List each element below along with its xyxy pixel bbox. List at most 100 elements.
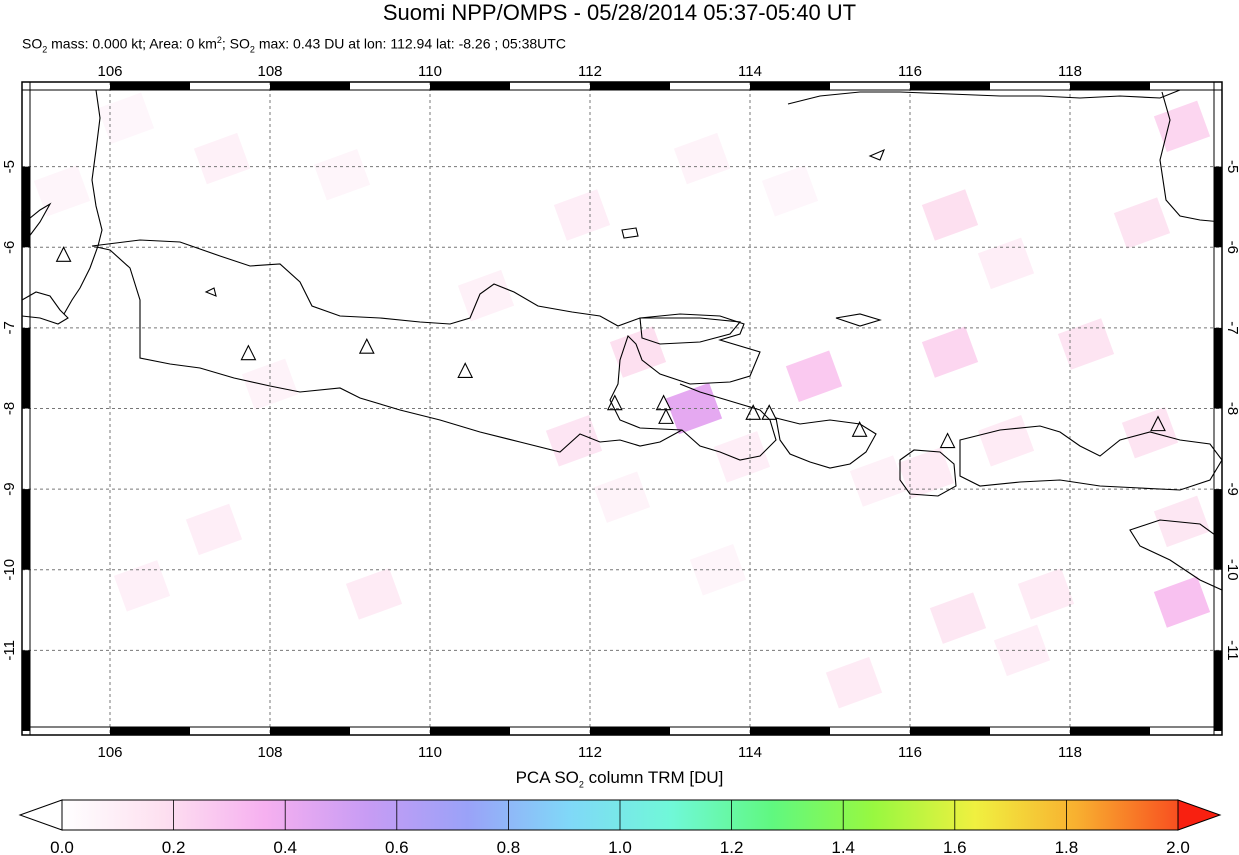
so2-pixel — [553, 189, 611, 241]
volcano-marker — [655, 394, 672, 411]
so2-pixel — [185, 503, 243, 556]
so2-pixel — [1121, 406, 1179, 459]
so2-pixel — [977, 415, 1035, 467]
coastline-sumbawa — [959, 425, 1223, 491]
so2-pixel — [1057, 318, 1115, 370]
volcano-marker — [55, 246, 72, 262]
so2-pixel — [1153, 495, 1211, 548]
lon-tick-label-bottom: 108 — [257, 744, 282, 760]
coastline-lombok — [899, 449, 957, 497]
lat-tick-label-right: -7 — [1224, 321, 1239, 334]
frame-segment — [1214, 650, 1222, 731]
so2-pixel — [545, 415, 603, 467]
lon-tick-label-bottom: 112 — [578, 744, 602, 760]
coastline-sumatra-east — [63, 89, 103, 315]
frame-checker — [22, 82, 1222, 735]
so2-pixel — [313, 148, 371, 201]
frame-segment — [750, 727, 830, 735]
volcano-marker — [1150, 415, 1166, 432]
colorbar-tick-label: 2.0 — [1166, 838, 1190, 855]
colorbar-tick-label: 1.2 — [720, 838, 744, 855]
so2-pixel — [673, 132, 731, 185]
lon-tick-label-top: 116 — [898, 63, 922, 80]
lon-tick-label-top: 108 — [257, 63, 282, 80]
colorbar-tick-label: 0.2 — [162, 838, 186, 855]
frame-segment — [590, 727, 670, 735]
frame-segment — [22, 327, 30, 409]
lat-tick-label-left: -11 — [1, 640, 18, 661]
map-subtitle: SO2 mass: 0.000 kt; Area: 0 km2; SO2 max… — [22, 35, 566, 55]
so2-pixel — [193, 132, 251, 185]
frame-segment — [270, 727, 350, 735]
lon-tick-label-top: 110 — [418, 63, 442, 80]
so2-pixel — [785, 350, 843, 402]
frame-segment — [270, 82, 350, 90]
frame-segment — [110, 82, 190, 90]
colorbar-tick-label: 0.0 — [50, 838, 74, 855]
lon-tick-label-bottom: 106 — [97, 744, 122, 760]
coastlines — [21, 89, 1223, 591]
frame-segment — [430, 82, 510, 90]
coastline-bali — [775, 417, 877, 469]
so2-pixel — [593, 471, 651, 523]
map-title: Suomi NPP/OMPS - 05/28/2014 05:37-05:40 … — [382, 0, 857, 25]
so2-pixel — [457, 269, 515, 322]
frame-segment — [1214, 489, 1222, 570]
colorbar-tick-label: 0.6 — [385, 838, 409, 855]
coastline-sulawesi — [1159, 91, 1223, 223]
map-panel: 106 106 108 108 110 110 112 112 114 114 116 116 118 1… — [1, 63, 1239, 760]
frame-segment — [22, 166, 30, 248]
so2-pixel — [345, 568, 403, 620]
frame-segment — [1070, 82, 1150, 90]
lat-tick-label-right: -11 — [1224, 640, 1239, 661]
so2-pixel — [929, 592, 987, 644]
lat-tick-label-right: -8 — [1224, 402, 1239, 415]
graticule — [22, 82, 1222, 735]
lon-tick-label-bottom: 118 — [1058, 744, 1082, 760]
frame-segment — [590, 82, 670, 90]
lat-tick-label-left: -8 — [1, 402, 18, 415]
volcano-marker — [240, 344, 257, 361]
so2-pixel — [1153, 100, 1211, 153]
coastline-madura — [639, 317, 742, 345]
colorbar-title: PCA SO2 column TRM [DU] — [515, 768, 724, 790]
frame-segment — [22, 489, 30, 570]
volcano-marker — [745, 404, 762, 420]
lat-tick-label-left: -6 — [1, 241, 18, 254]
lat-tick-label-right: -6 — [1224, 241, 1239, 254]
lat-tick-label-left: -9 — [1, 482, 18, 495]
volcano-marker — [761, 404, 778, 420]
colorbar-body — [61, 799, 1179, 831]
coastline-small-isles — [204, 148, 886, 327]
lon-tick-label-top: 118 — [1058, 63, 1082, 80]
coastline-java — [91, 239, 777, 461]
lat-tick-label-left: -5 — [1, 160, 18, 173]
so2-pixel — [1113, 197, 1171, 249]
frame-segment — [1070, 727, 1150, 735]
lat-tick-label-left: -7 — [1, 321, 18, 334]
volcano-marker — [939, 432, 956, 449]
so2-pixel — [97, 92, 155, 144]
volcano-marker — [606, 394, 623, 411]
colorbar-tick-label: 0.4 — [273, 838, 297, 855]
so2-pixel — [33, 165, 91, 217]
colorbar-tick-label: 0.8 — [497, 838, 521, 855]
lon-tick-label-bottom: 116 — [898, 744, 922, 760]
colorbar-tick-label: 1.4 — [831, 838, 855, 855]
so2-pixel — [825, 656, 883, 709]
volcano-marker — [658, 408, 674, 424]
frame-segment — [22, 650, 30, 731]
lon-tick-label-top: 114 — [738, 63, 762, 80]
volcano-marker — [851, 421, 868, 437]
coastline-kalimantan — [787, 89, 1181, 105]
frame-segment — [910, 82, 990, 90]
colorbar-ticks: 0.0 0.2 0.4 0.6 0.8 1.0 1.2 1.4 1.6 1.8 2.0 — [50, 800, 1190, 855]
so2-pixel — [849, 455, 907, 507]
so2-pixel — [113, 560, 171, 612]
so2-pixel — [921, 326, 979, 378]
so2-pixel — [1017, 568, 1075, 620]
frame-segment — [1214, 166, 1222, 248]
lat-tick-label-right: -5 — [1224, 160, 1239, 173]
volcano-marker — [358, 338, 375, 354]
lon-tick-label-top: 112 — [578, 63, 602, 80]
